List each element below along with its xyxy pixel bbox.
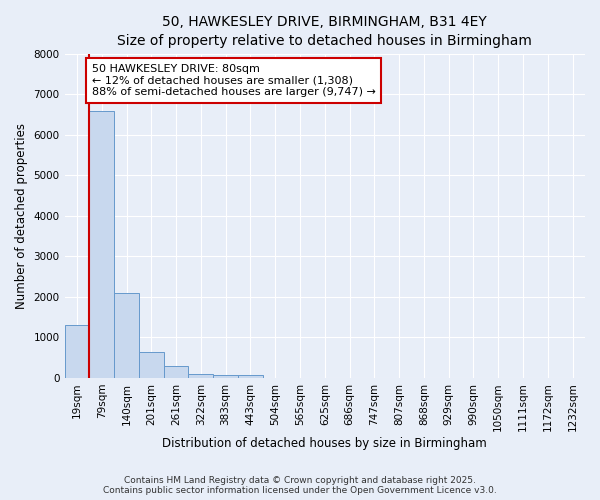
Bar [89,110,114,378]
Bar [139,352,164,378]
Text: Contains HM Land Registry data © Crown copyright and database right 2025.
Contai: Contains HM Land Registry data © Crown c… [103,476,497,495]
Bar [213,375,238,378]
Bar [114,293,139,378]
Bar [188,374,213,378]
Bar [238,375,263,378]
Bar [164,366,188,378]
Bar [65,325,89,378]
Y-axis label: Number of detached properties: Number of detached properties [15,123,28,309]
X-axis label: Distribution of detached houses by size in Birmingham: Distribution of detached houses by size … [163,437,487,450]
Text: 50 HAWKESLEY DRIVE: 80sqm
← 12% of detached houses are smaller (1,308)
88% of se: 50 HAWKESLEY DRIVE: 80sqm ← 12% of detac… [92,64,376,97]
Title: 50, HAWKESLEY DRIVE, BIRMINGHAM, B31 4EY
Size of property relative to detached h: 50, HAWKESLEY DRIVE, BIRMINGHAM, B31 4EY… [118,15,532,48]
